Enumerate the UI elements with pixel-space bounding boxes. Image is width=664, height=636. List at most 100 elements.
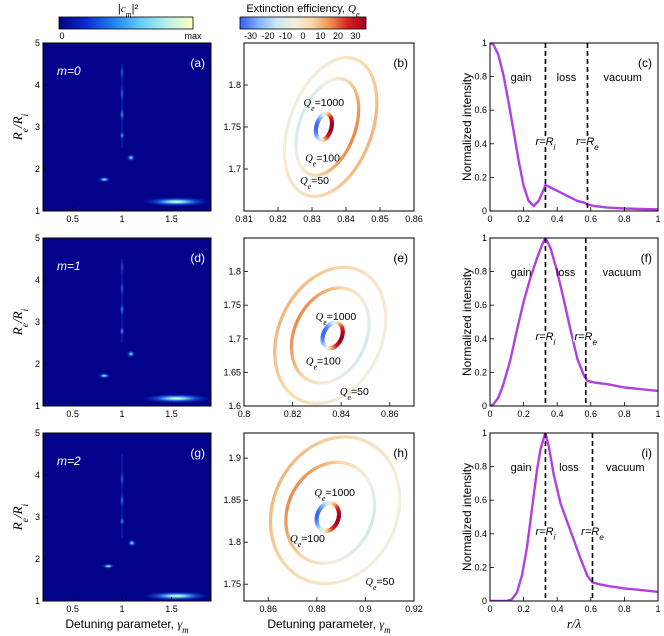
x-tick-label: 0.6 xyxy=(585,409,598,419)
panel-label: (d) xyxy=(190,251,205,265)
y-tick-label: 1.75 xyxy=(223,579,241,589)
heatmap-hotspot xyxy=(126,350,136,358)
x-tick-label: 0.5 xyxy=(66,604,79,614)
x-tick-label: 0.2 xyxy=(517,214,530,224)
boundary-label: r=Re xyxy=(581,526,604,542)
contour-label: Qe=50 xyxy=(340,386,369,402)
panel-b-plot-area xyxy=(244,43,414,211)
colorbar-middle-tick: 10 xyxy=(315,31,325,41)
y-tick-label: 4 xyxy=(35,275,40,285)
panel-label: (i) xyxy=(641,446,652,460)
contour-label: Qe=50 xyxy=(365,576,394,592)
contour-ring xyxy=(273,265,388,406)
contour-segment xyxy=(351,131,357,139)
axis-titles: Re/Ri Re/Ri Re/Ri Normalized intensity Norma… xyxy=(10,73,582,635)
panel-d-plot-area xyxy=(43,238,211,406)
boundary-label: r=Ri xyxy=(536,526,557,542)
panel-h-plot-area xyxy=(244,433,414,601)
x-tick-label: 1 xyxy=(655,214,660,224)
contour-background xyxy=(244,43,414,211)
y-tick-label: 1.7 xyxy=(228,334,241,344)
panel-g-plot-area xyxy=(43,433,211,601)
y-tick-label: 0.4 xyxy=(474,334,487,344)
x-tick-label: 0.85 xyxy=(371,214,389,224)
col3-x-title: r/λ xyxy=(567,616,582,631)
panel-label: (b) xyxy=(393,56,408,70)
y-tick-label: 1.75 xyxy=(223,122,241,132)
y-tick-label: 2 xyxy=(35,554,40,564)
region-label: vacuum xyxy=(603,267,642,279)
intensity-line xyxy=(490,238,658,406)
x-tick-label: 1 xyxy=(120,409,125,419)
colorbar-middle-tick: 0 xyxy=(300,31,305,41)
contour-label: Qe=50 xyxy=(300,175,329,191)
heatmap-hotspot xyxy=(101,563,115,569)
y-tick-label: 0.8 xyxy=(474,462,487,472)
y-tick-label: 0 xyxy=(482,206,487,216)
colorbar-middle-tick: 20 xyxy=(333,31,343,41)
panel-d: m=1 (d) 0.5 1 1.5 1 2 3 4 5 xyxy=(35,233,212,419)
contour-label: Qe=100 xyxy=(305,152,340,168)
contour-ring xyxy=(313,111,334,143)
x-tick-label: 0.86 xyxy=(405,214,423,224)
contour-segment xyxy=(368,134,373,143)
axes-frame xyxy=(243,237,415,407)
region-label: vacuum xyxy=(603,72,642,84)
panel-label: (c) xyxy=(638,56,652,70)
x-tick-label: 0.92 xyxy=(405,604,423,614)
heatmap-hotspot xyxy=(127,539,137,547)
colorbar-left-bar xyxy=(58,16,194,30)
x-tick-label: 0.83 xyxy=(303,214,321,224)
panel-g: m=2 (g) 0.5 1 1.5 1 2 3 4 5 xyxy=(35,428,212,614)
axes-frame xyxy=(489,432,659,602)
region-label: gain xyxy=(511,462,532,474)
x-tick-label: 0.8 xyxy=(618,214,631,224)
x-tick-label: 1 xyxy=(655,604,660,614)
x-tick-label: 0.84 xyxy=(332,409,350,419)
y-tick-label: 0.2 xyxy=(474,172,487,182)
axes-frame xyxy=(489,42,659,212)
boundary-label: r=Ri xyxy=(536,136,557,152)
y-tick-label: 0.6 xyxy=(474,105,487,115)
colorbar-middle-title: Extinction efficiency, Qe xyxy=(246,3,360,19)
x-tick-label: 0.6 xyxy=(585,604,598,614)
heatmap-hotspot xyxy=(141,197,211,207)
panel-e: Qe=1000 Qe=100 Qe=50 (e) 0.8 0.82 0.84 0.86 1.6 1… xyxy=(223,237,415,419)
y-tick-label: 1.8 xyxy=(228,80,241,90)
panel-label: (g) xyxy=(190,446,205,460)
x-tick-label: 0.4 xyxy=(551,214,564,224)
x-tick-label: 1 xyxy=(120,604,125,614)
panel-f: gain loss vacuum r=Ri r=Re (f) 0 0.2 0.4 0.6 0.8 1 0… xyxy=(474,233,660,419)
y-tick-label: 1.75 xyxy=(223,300,241,310)
boundary-label: r=Ri xyxy=(536,331,557,347)
y-tick-label: 1 xyxy=(35,401,40,411)
x-tick-label: 0 xyxy=(487,604,492,614)
y-tick-label: 1 xyxy=(35,596,40,606)
panel-c: gain loss vacuum r=Ri r=Re (c) 0 0.2 0.4 0.6 0.8 1 0… xyxy=(474,38,660,224)
contour-ring xyxy=(320,320,345,351)
panel-a-plot-area xyxy=(43,43,211,211)
region-label: loss xyxy=(559,462,579,474)
axes-frame xyxy=(489,237,659,407)
col1-x-title: Detuning parameter, γm xyxy=(65,617,189,635)
contour-segment xyxy=(367,525,372,533)
y-tick-label: 0.6 xyxy=(474,300,487,310)
y-tick-label: 5 xyxy=(35,233,40,243)
region-label: gain xyxy=(511,267,532,279)
mode-label: m=2 xyxy=(57,454,81,468)
x-tick-label: 0.86 xyxy=(381,409,399,419)
x-tick-label: 0.86 xyxy=(260,604,278,614)
y-tick-label: 1 xyxy=(482,38,487,48)
col1-y-title: Re/Ri xyxy=(10,308,31,336)
panel-h: Qe=1000 Qe=100 Qe=50 (h) 0.86 0.88 0.9 0.92 1.75… xyxy=(223,432,423,614)
boundary-label: r=Re xyxy=(574,331,597,347)
contour-label: Qe=100 xyxy=(290,533,325,549)
mode-label: m=0 xyxy=(57,64,81,78)
x-tick-label: 1.5 xyxy=(165,409,178,419)
y-tick-label: 0.4 xyxy=(474,529,487,539)
y-tick-label: 3 xyxy=(35,512,40,522)
x-tick-label: 0.9 xyxy=(359,604,372,614)
y-tick-label: 1 xyxy=(482,233,487,243)
x-tick-label: 0.5 xyxy=(66,409,79,419)
col1-y-title: Re/Ri xyxy=(10,113,31,141)
